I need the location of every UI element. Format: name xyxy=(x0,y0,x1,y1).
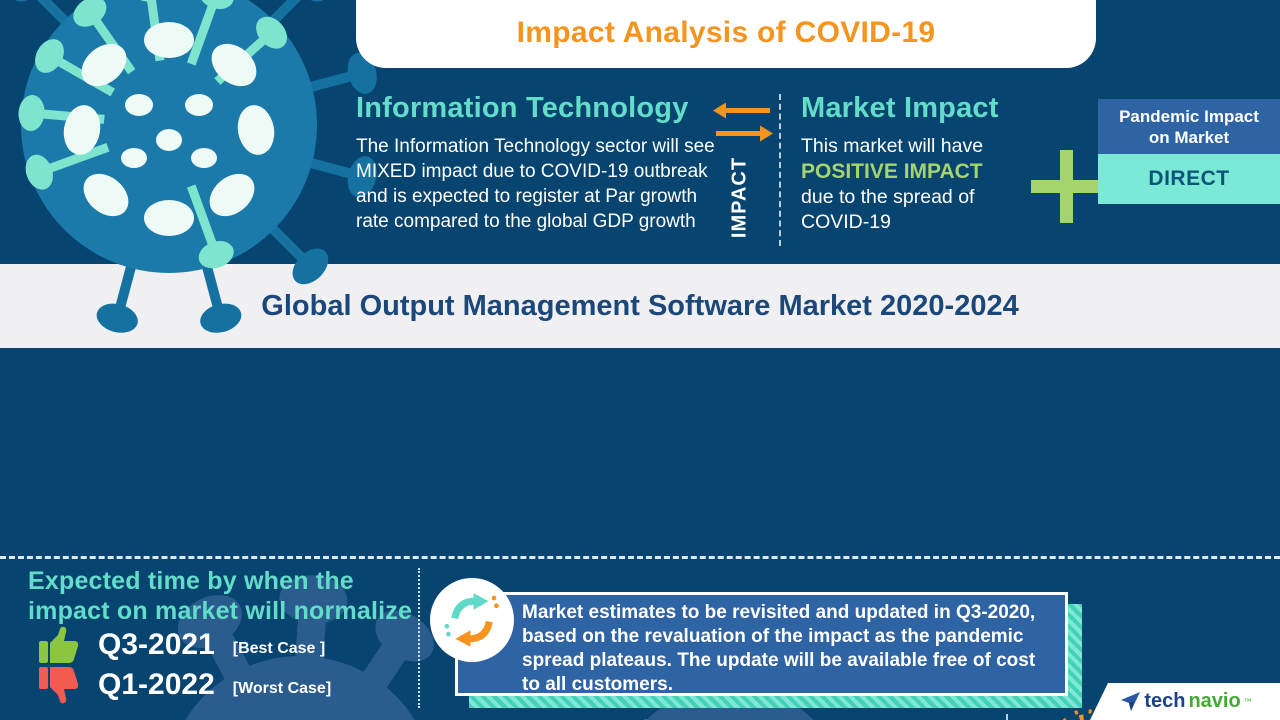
market-title: Global Output Management Software Market… xyxy=(261,290,1019,322)
normalize-title: Expected time by when the impact on mark… xyxy=(28,567,413,625)
pandemic-impact-value: DIRECT xyxy=(1148,167,1230,190)
market-impact-section: Market Impact This market will have POSI… xyxy=(801,92,1051,235)
market-impact-highlight: POSITIVE IMPACT xyxy=(801,160,983,183)
bottom-divider xyxy=(418,568,420,708)
worst-case-value: Q1-2022 xyxy=(98,668,215,701)
plus-icon xyxy=(1060,150,1073,223)
thumbs-down-icon xyxy=(39,667,79,704)
market-impact-line1: This market will have xyxy=(801,135,984,157)
pandemic-impact-value-box: DIRECT xyxy=(1098,154,1280,204)
market-impact-line3: COVID-19 xyxy=(801,211,891,233)
best-case-row: Q3-2021 [Best Case ] xyxy=(38,626,325,664)
logo-text-tech: tech xyxy=(1144,690,1186,712)
header-divider xyxy=(779,94,781,246)
pandemic-impact-label-box: Pandemic Impact on Market xyxy=(1098,99,1280,154)
stats-section: Market growth will ACCELERATE at a CAGR … xyxy=(0,348,1280,720)
sector-section: Information Technology The Information T… xyxy=(356,92,718,234)
market-impact-title: Market Impact xyxy=(801,92,999,124)
best-case-value: Q3-2021 xyxy=(98,628,215,661)
best-case-label: [Best Case ] xyxy=(232,640,326,657)
stats-divider xyxy=(1006,714,1008,720)
horizontal-divider xyxy=(0,556,1280,559)
impact-axis-label: IMPACT xyxy=(728,156,751,239)
thumbs-up-icon xyxy=(39,626,79,663)
technavio-arrow-icon xyxy=(1121,692,1141,711)
sector-title: Information Technology xyxy=(356,92,689,124)
pandemic-impact-badge: Pandemic Impact on Market DIRECT xyxy=(1098,99,1280,204)
worst-case-row: Q1-2022 [Worst Case] xyxy=(38,666,331,704)
refresh-icon xyxy=(430,578,514,662)
worst-case-label: [Worst Case] xyxy=(232,680,332,697)
logo-trademark: ™ xyxy=(1243,697,1252,706)
page-title: Impact Analysis of COVID-19 xyxy=(516,16,936,49)
logo-text-navio: navio xyxy=(1188,690,1241,712)
market-impact-line2: due to the spread of xyxy=(801,186,975,208)
coronavirus-illustration xyxy=(9,0,377,333)
bottom-section: Expected time by when the impact on mark… xyxy=(0,556,1280,720)
note-box: Market estimates to be revisited and upd… xyxy=(455,592,1068,696)
sector-description: The Information Technology sector will s… xyxy=(356,136,715,232)
exchange-arrows-icon xyxy=(713,102,773,142)
technavio-logo: tech navio ™ xyxy=(1090,683,1280,720)
top-banner: Impact Analysis of COVID-19 xyxy=(356,0,1096,68)
pandemic-impact-label: Pandemic Impact on Market xyxy=(1119,106,1259,147)
note-text: Market estimates to be revisited and upd… xyxy=(522,602,1036,695)
